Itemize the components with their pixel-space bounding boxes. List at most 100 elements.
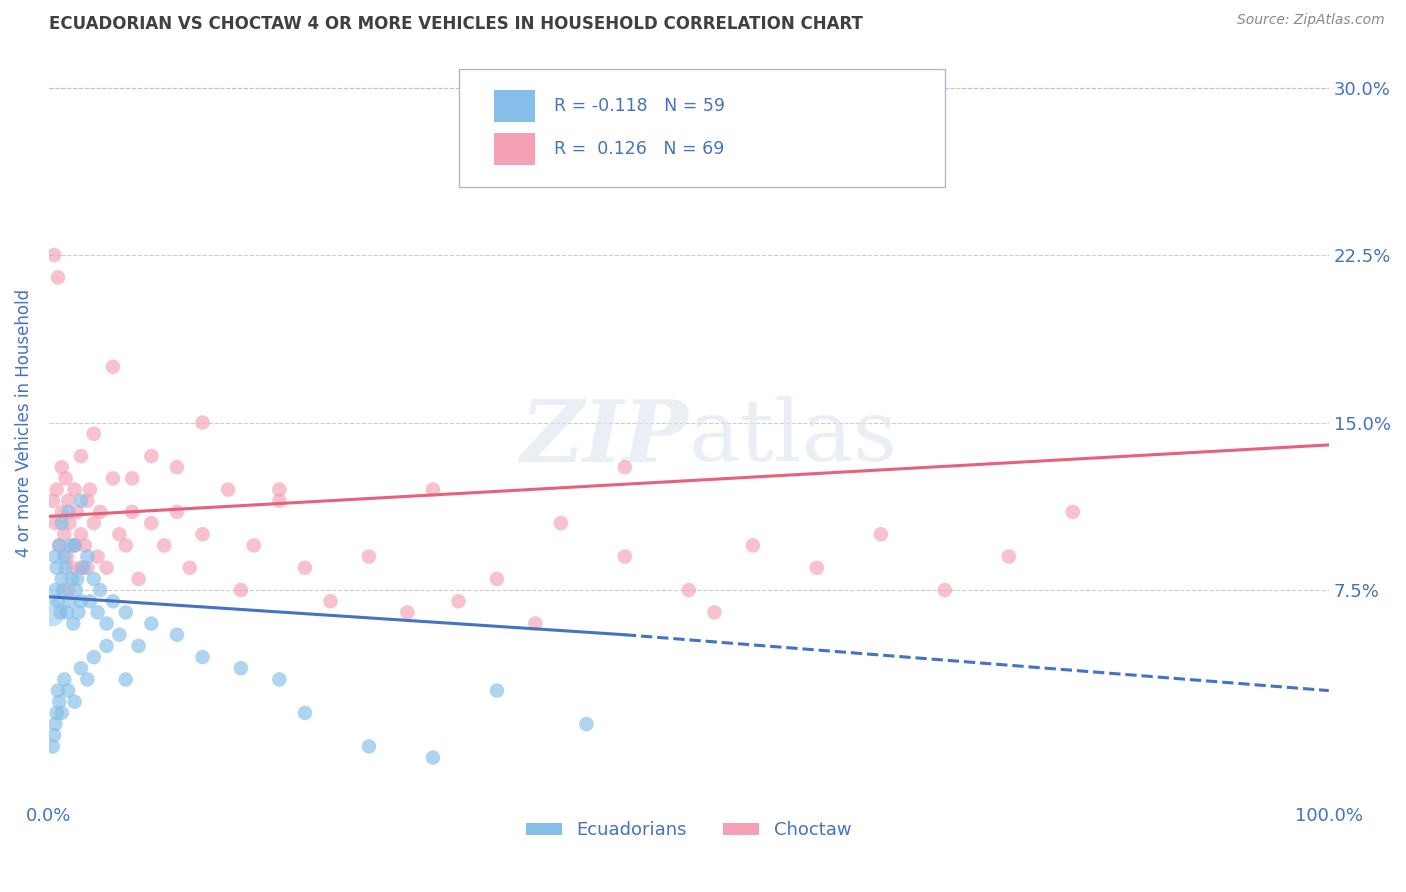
FancyBboxPatch shape bbox=[495, 133, 536, 165]
Point bbox=[46, 270, 69, 285]
Point bbox=[101, 359, 124, 374]
Point bbox=[141, 616, 163, 631]
Y-axis label: 4 or more Vehicles in Household: 4 or more Vehicles in Household bbox=[15, 288, 32, 557]
Point bbox=[83, 650, 105, 665]
Point bbox=[96, 639, 118, 653]
Point bbox=[678, 583, 700, 598]
Point bbox=[56, 505, 79, 519]
Point bbox=[96, 616, 118, 631]
Point bbox=[42, 248, 65, 262]
Point bbox=[869, 527, 891, 541]
Point bbox=[575, 717, 598, 731]
Text: Source: ZipAtlas.com: Source: ZipAtlas.com bbox=[1237, 13, 1385, 28]
Point bbox=[72, 560, 94, 574]
Point bbox=[45, 560, 67, 574]
Legend: Ecuadorians, Choctaw: Ecuadorians, Choctaw bbox=[519, 814, 859, 847]
Point bbox=[44, 583, 66, 598]
Point bbox=[179, 560, 201, 574]
Point bbox=[86, 549, 108, 564]
Point bbox=[59, 538, 82, 552]
Point bbox=[269, 673, 291, 687]
Point bbox=[422, 483, 444, 497]
Point bbox=[191, 527, 214, 541]
Point bbox=[44, 549, 66, 564]
Point bbox=[46, 594, 69, 608]
Point bbox=[70, 493, 93, 508]
Point bbox=[41, 606, 63, 620]
Point bbox=[56, 583, 79, 598]
Point bbox=[141, 516, 163, 530]
Point bbox=[86, 606, 108, 620]
Point bbox=[55, 560, 77, 574]
Point bbox=[294, 560, 316, 574]
Point bbox=[58, 516, 80, 530]
Point bbox=[114, 673, 136, 687]
Point bbox=[51, 706, 73, 720]
Point bbox=[83, 426, 105, 441]
Point bbox=[53, 549, 76, 564]
Point bbox=[76, 549, 98, 564]
Point bbox=[166, 460, 188, 475]
Point bbox=[70, 560, 93, 574]
Point bbox=[269, 483, 291, 497]
Point bbox=[42, 739, 65, 754]
Point bbox=[191, 650, 214, 665]
Point bbox=[55, 471, 77, 485]
Point bbox=[67, 606, 90, 620]
Point bbox=[83, 572, 105, 586]
Point bbox=[89, 583, 111, 598]
Point bbox=[447, 594, 470, 608]
Point bbox=[51, 505, 73, 519]
Point bbox=[319, 594, 342, 608]
Point bbox=[45, 706, 67, 720]
Point bbox=[114, 606, 136, 620]
Point bbox=[485, 572, 508, 586]
Point bbox=[42, 493, 65, 508]
Text: atlas: atlas bbox=[689, 396, 898, 479]
Point bbox=[70, 594, 93, 608]
Point bbox=[42, 728, 65, 742]
Point bbox=[65, 583, 87, 598]
Point bbox=[153, 538, 176, 552]
Point bbox=[613, 460, 636, 475]
Point bbox=[60, 572, 83, 586]
Point bbox=[357, 549, 380, 564]
Point bbox=[48, 538, 70, 552]
Point bbox=[70, 661, 93, 675]
Point bbox=[613, 549, 636, 564]
Point bbox=[229, 583, 252, 598]
Point bbox=[141, 449, 163, 463]
Point bbox=[485, 683, 508, 698]
Point bbox=[121, 505, 143, 519]
Point bbox=[63, 695, 86, 709]
Point bbox=[524, 616, 547, 631]
Point bbox=[76, 673, 98, 687]
Point bbox=[66, 505, 89, 519]
Point bbox=[396, 606, 419, 620]
Point bbox=[703, 606, 725, 620]
Point bbox=[63, 538, 86, 552]
Point bbox=[56, 606, 79, 620]
Point bbox=[53, 673, 76, 687]
Point bbox=[294, 706, 316, 720]
Point bbox=[62, 616, 84, 631]
Point bbox=[63, 538, 86, 552]
Point bbox=[101, 471, 124, 485]
Text: R = -0.118   N = 59: R = -0.118 N = 59 bbox=[554, 97, 725, 115]
Point bbox=[56, 549, 79, 564]
Point bbox=[51, 516, 73, 530]
Point bbox=[76, 560, 98, 574]
Point bbox=[66, 572, 89, 586]
Point bbox=[114, 538, 136, 552]
Point bbox=[166, 628, 188, 642]
Point bbox=[806, 560, 828, 574]
Point bbox=[63, 483, 86, 497]
Point bbox=[46, 683, 69, 698]
FancyBboxPatch shape bbox=[458, 70, 945, 187]
Point bbox=[56, 493, 79, 508]
Point bbox=[53, 527, 76, 541]
Point bbox=[44, 717, 66, 731]
Point bbox=[166, 505, 188, 519]
FancyBboxPatch shape bbox=[495, 90, 536, 122]
Point bbox=[217, 483, 239, 497]
